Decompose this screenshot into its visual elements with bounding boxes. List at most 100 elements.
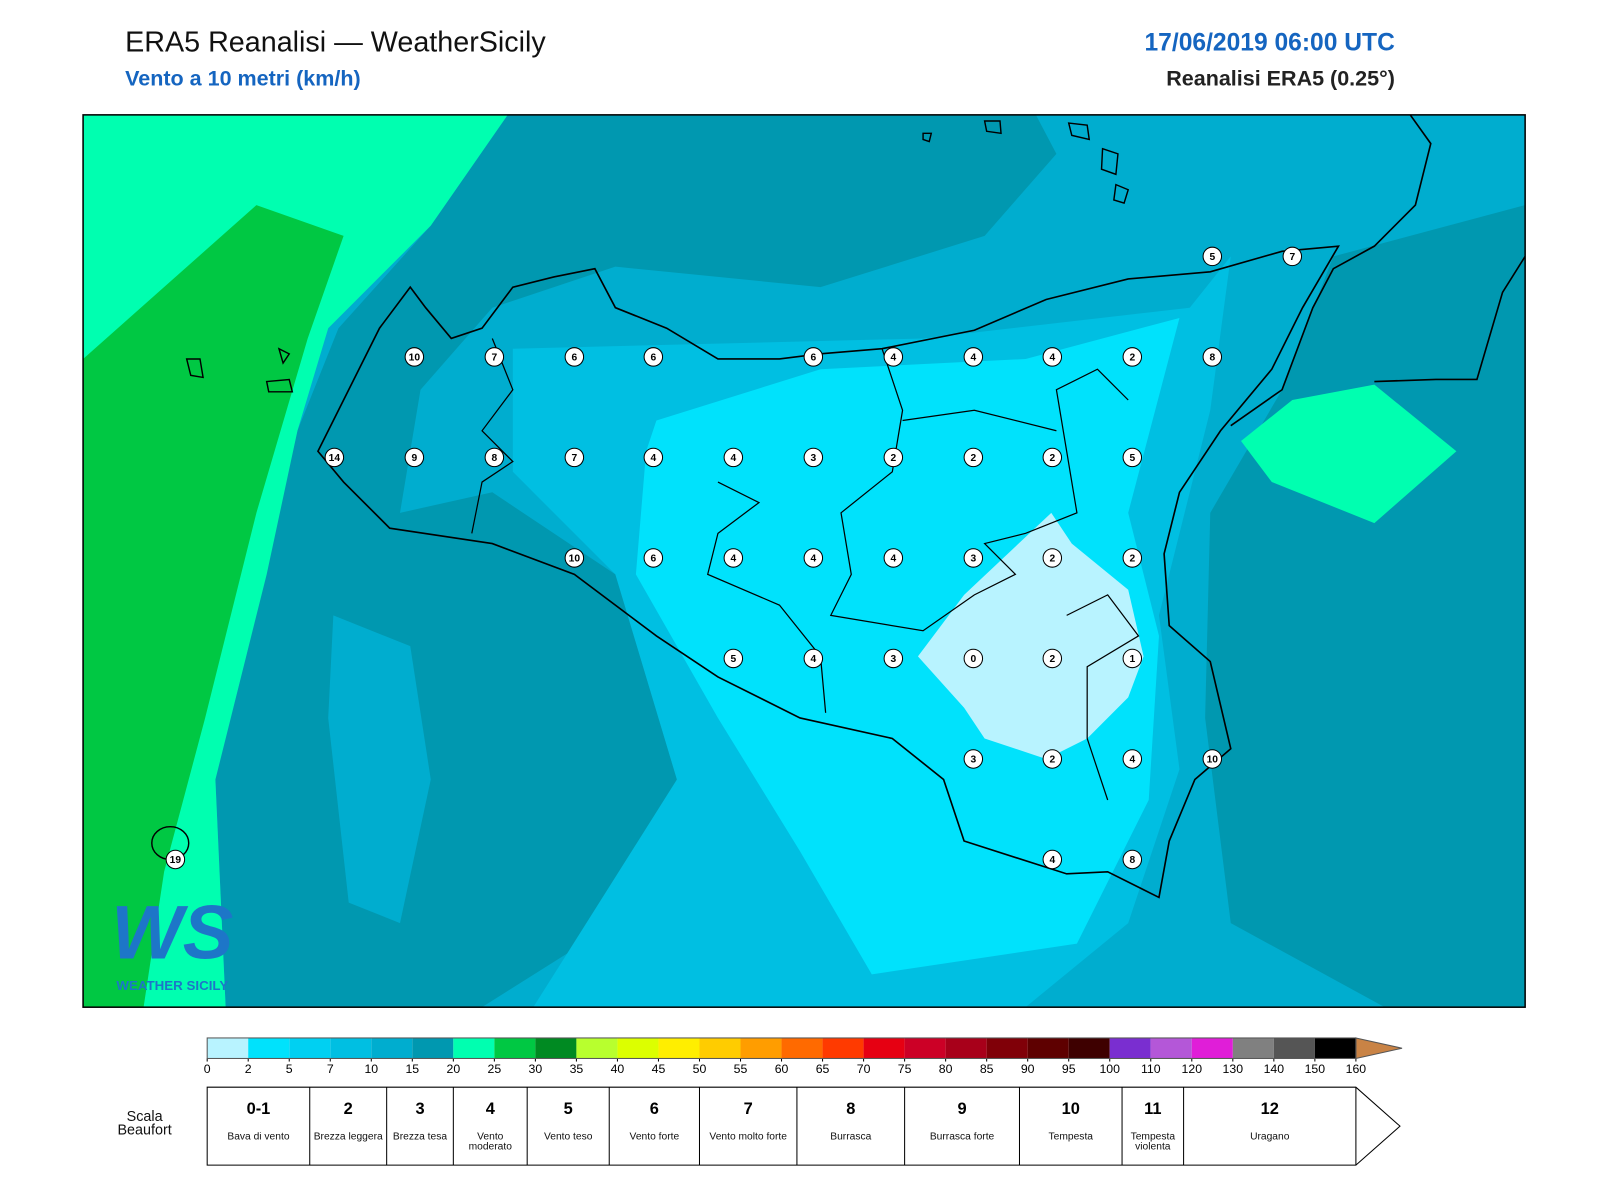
station-marker	[963, 447, 984, 468]
beaufort-force: 10	[1062, 1100, 1080, 1118]
station-value: 6	[650, 353, 656, 364]
station-value: 10	[569, 554, 581, 565]
colorbar-segment	[576, 1037, 618, 1059]
field-contour	[83, 205, 344, 1008]
station-value: 2	[1049, 755, 1055, 766]
colorbar-tick-label: 15	[405, 1062, 419, 1076]
beaufort-scale: Scala Beaufort 0-1 Bava di vento 2 Brezza le…	[117, 1086, 1401, 1166]
colorbar-segment	[986, 1037, 1028, 1059]
colorbar-segment	[1314, 1037, 1356, 1059]
station-marker	[1202, 347, 1223, 367]
colorbar-segment	[1109, 1037, 1151, 1059]
station-value: 0	[970, 654, 976, 665]
colorbar-tick-label: 45	[652, 1062, 666, 1076]
coastline	[1230, 114, 1526, 427]
beaufort-force: 9	[957, 1100, 966, 1118]
beaufort-force: 3	[415, 1100, 424, 1118]
beaufort-label-box: Brezza leggera	[313, 1132, 383, 1143]
station-value: 2	[1049, 654, 1055, 665]
colorbar-segment	[699, 1037, 741, 1059]
beaufort-force: 12	[1261, 1100, 1279, 1118]
field-contour	[635, 317, 1180, 975]
beaufort-label: Bava di vento	[227, 1132, 290, 1143]
station-value: 4	[890, 554, 896, 565]
station-value: 9	[412, 453, 418, 464]
station-value: 19	[170, 855, 182, 866]
colorbar-segment	[781, 1037, 823, 1059]
station-value: 8	[1209, 353, 1215, 364]
station-marker	[1122, 749, 1143, 769]
station-marker	[324, 447, 345, 468]
beaufort-label: Vento molto forte	[709, 1132, 787, 1143]
beaufort-label-box: Burrasca	[830, 1132, 872, 1143]
station-marker	[883, 447, 904, 468]
station-marker	[643, 447, 664, 468]
beaufort-label-box: Vento teso	[543, 1132, 593, 1143]
beaufort-force: 0-1	[247, 1100, 271, 1118]
station-marker	[723, 447, 744, 468]
colorbar-segment	[904, 1037, 946, 1059]
map-frame	[82, 114, 1526, 1008]
colorbar-segment	[1068, 1037, 1110, 1059]
colorbar-segment	[822, 1037, 864, 1059]
station-value: 4	[1129, 755, 1135, 766]
colorbar-segment	[371, 1037, 413, 1059]
station-marker	[1202, 749, 1223, 769]
beaufort-label: Uragano	[1250, 1132, 1290, 1143]
colorbar-tick-label: 35	[570, 1062, 584, 1076]
colorbar-segment	[412, 1037, 454, 1059]
field-contour	[1241, 384, 1457, 524]
station-value: 4	[730, 453, 736, 464]
beaufort-force: 6	[650, 1100, 659, 1118]
colorbar-tick-label: 40	[611, 1062, 625, 1076]
station-value: 8	[492, 453, 498, 464]
beaufort-label: Burrasca	[830, 1132, 872, 1143]
colorbar-segment	[1232, 1037, 1274, 1059]
colorbar-segment	[330, 1037, 372, 1059]
station-marker	[1042, 849, 1063, 870]
station-value: 5	[1129, 453, 1135, 464]
station-marker	[1042, 749, 1063, 769]
station-marker	[165, 849, 186, 870]
station-value: 4	[970, 353, 976, 364]
colorbar-segment	[248, 1037, 290, 1059]
beaufort-label-box: Vento molto forte	[709, 1132, 787, 1143]
station-value: 8	[1129, 855, 1135, 866]
source: Reanalisi ERA5 (0.25°)	[1166, 67, 1395, 91]
station-marker	[1122, 648, 1143, 669]
colorbar-tick-label: 10	[364, 1062, 378, 1076]
station-marker	[643, 548, 664, 568]
beaufort-label: Vento teso	[543, 1132, 593, 1143]
station-value: 2	[890, 453, 896, 464]
colorbar-segment	[1191, 1037, 1233, 1059]
colorbar-segment	[1150, 1037, 1192, 1059]
colorbar-tick-label: 0	[204, 1062, 211, 1076]
station-value: 3	[890, 654, 896, 665]
beaufort-label: Brezza tesa	[392, 1132, 448, 1143]
colorbar-segment	[289, 1037, 331, 1059]
beaufort-title: Scala Beaufort	[117, 1109, 172, 1138]
station-marker	[1042, 347, 1063, 367]
station-marker	[723, 548, 744, 568]
beaufort-label-box: Burrasca forte	[930, 1132, 994, 1142]
colorbar-tick-label: 60	[775, 1062, 789, 1076]
station-marker	[564, 347, 585, 367]
beaufort-label: Brezza leggera	[313, 1132, 383, 1143]
station-marker	[1122, 447, 1143, 468]
station-marker	[484, 447, 505, 468]
station-marker	[1202, 246, 1223, 267]
colorbar-segment	[535, 1037, 577, 1059]
title: ERA5 Reanalisi — WeatherSicily	[125, 27, 546, 59]
station-marker	[803, 648, 824, 669]
colorbar-tick-label: 110	[1141, 1062, 1161, 1076]
colorbar-segment	[494, 1037, 536, 1059]
station-value: 7	[1289, 252, 1295, 263]
station-marker	[883, 648, 904, 669]
station-value: 4	[890, 353, 896, 364]
colorbar-tick-label: 140	[1264, 1062, 1285, 1076]
colorbar-tick-label: 95	[1062, 1062, 1076, 1076]
station-value: 3	[970, 554, 976, 565]
station-marker	[963, 749, 984, 769]
colorbar-segment	[453, 1037, 495, 1059]
